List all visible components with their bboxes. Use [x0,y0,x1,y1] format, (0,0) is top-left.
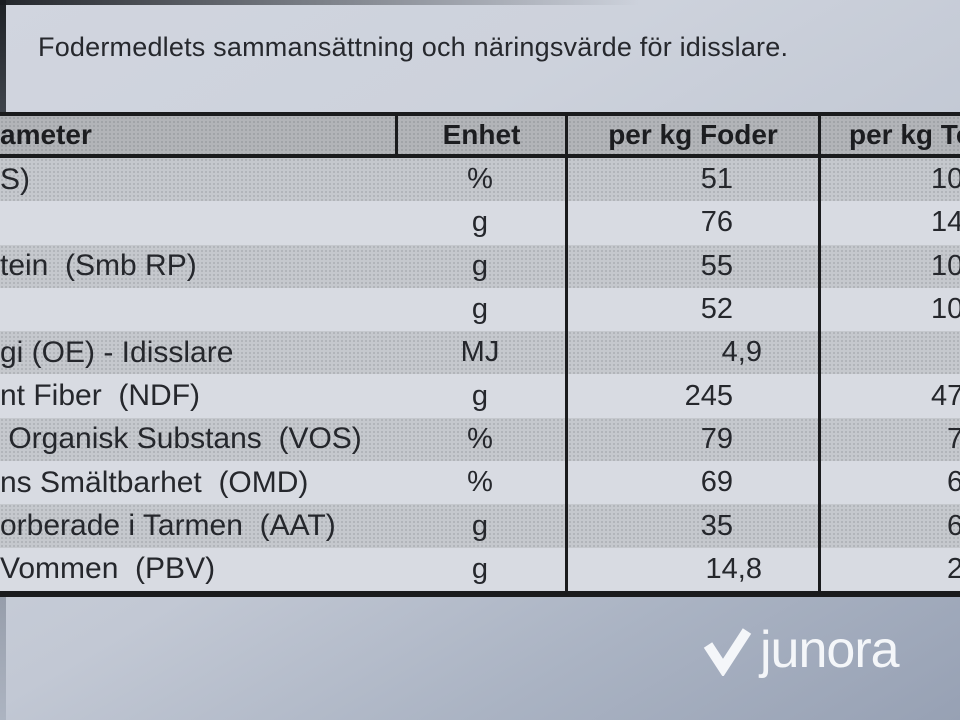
header-parameter: ameter [0,119,92,150]
per-kg-foder-cell: 35 [565,504,818,548]
per-kg-ts-value: 47 [931,379,960,412]
per-kg-ts-cell: 2 [818,547,960,591]
table-row: gi (OE) - Idisslare MJ 4,9 [0,331,960,375]
table-row: orberade i Tarmen (AAT) g 35 6 [0,504,960,548]
per-kg-ts-cell: 10 [818,158,960,202]
photo-top-edge-shadow [0,0,640,5]
unit-cell: g [471,249,489,282]
per-kg-ts-value: 14 [931,206,960,239]
unit-cell: % [467,466,493,499]
per-kg-foder-cell: 55 [565,244,818,288]
unit-cell: g [471,206,489,239]
parameter-cell: gi (OE) - Idisslare [0,335,234,369]
per-kg-foder-cell: 69 [565,461,818,505]
unit-cell: g [471,552,489,585]
per-kg-foder-cell: 245 [565,374,818,418]
header-per-kg-ts: per kg To [818,116,960,154]
unit-cell: % [467,163,493,196]
parameter-cell: S) [0,162,30,196]
unit-cell: g [471,509,489,542]
watermark-brand-text: junora [760,621,900,679]
per-kg-ts-cell [818,331,960,375]
table-row: g 76 14 [0,201,960,245]
per-kg-ts-cell: 14 [818,201,960,245]
per-kg-ts-cell: 6 [818,461,960,505]
table-row: Organisk Substans (VOS)% 79 7 [0,417,960,462]
per-kg-ts-value: 6 [947,466,960,499]
per-kg-ts-cell: 10 [818,287,960,332]
table-row: g 52 10 [0,287,960,332]
per-kg-ts-cell: 6 [818,504,960,548]
header-enhet: Enhet [395,116,565,154]
per-kg-foder-cell: 76 [565,201,818,245]
per-kg-ts-cell: 10 [818,244,960,288]
checkmark-icon [703,628,752,676]
table-row: tein (Smb RP) g 55 10 [0,244,960,288]
unit-cell: % [467,422,493,455]
table-row: ns Smältbarhet (OMD)% 69 6 [0,461,960,505]
per-kg-ts-value: 7 [947,422,960,455]
per-kg-foder-cell: 51 [565,158,818,202]
per-kg-ts-value: 10 [931,163,960,196]
per-kg-ts-value: 10 [931,249,960,282]
table-row: nt Fiber (NDF) g 245 47 [0,374,960,418]
parameter-cell [0,201,395,244]
unit-cell: g [471,293,489,326]
table-row: S)% 51 10 [0,158,960,202]
unit-cell: MJ [460,336,500,369]
per-kg-foder-cell: 14,8 [565,547,818,591]
per-kg-ts-value: 10 [931,293,960,326]
junora-watermark: junora [702,621,900,679]
per-kg-ts-value: 6 [947,509,960,542]
parameter-cell: nt Fiber (NDF) [0,379,201,413]
table-row: Vommen (PBV) g 14,8 2 [0,547,960,591]
per-kg-foder-cell: 52 [565,287,818,332]
parameter-cell: tein (Smb RP) [0,249,197,283]
parameter-cell: Vommen (PBV) [0,552,216,586]
document-title: Fodermedlets sammansättning och näringsv… [38,32,789,62]
table-body: S)% 51 10 g 76 14 tein (Smb RP) g 55 10 g 52 10 gi (O… [0,158,960,597]
parameter-cell: orberade i Tarmen (AAT) [0,509,336,543]
table-header-row: ameter Enhet per kg Foder per kg To [0,116,960,158]
unit-cell: g [471,379,489,412]
parameter-cell: Organisk Substans (VOS) [0,422,362,456]
per-kg-foder-cell: 79 [565,417,818,462]
per-kg-foder-cell: 4,9 [565,331,818,375]
parameter-cell [0,288,395,331]
per-kg-ts-value: 2 [947,552,960,585]
feed-composition-table: ameter Enhet per kg Foder per kg To S)% 5… [0,112,960,597]
header-per-kg-foder: per kg Foder [565,116,818,154]
per-kg-ts-cell: 7 [818,417,960,462]
parameter-cell: ns Smältbarhet (OMD) [0,465,309,499]
per-kg-ts-cell: 47 [818,374,960,418]
